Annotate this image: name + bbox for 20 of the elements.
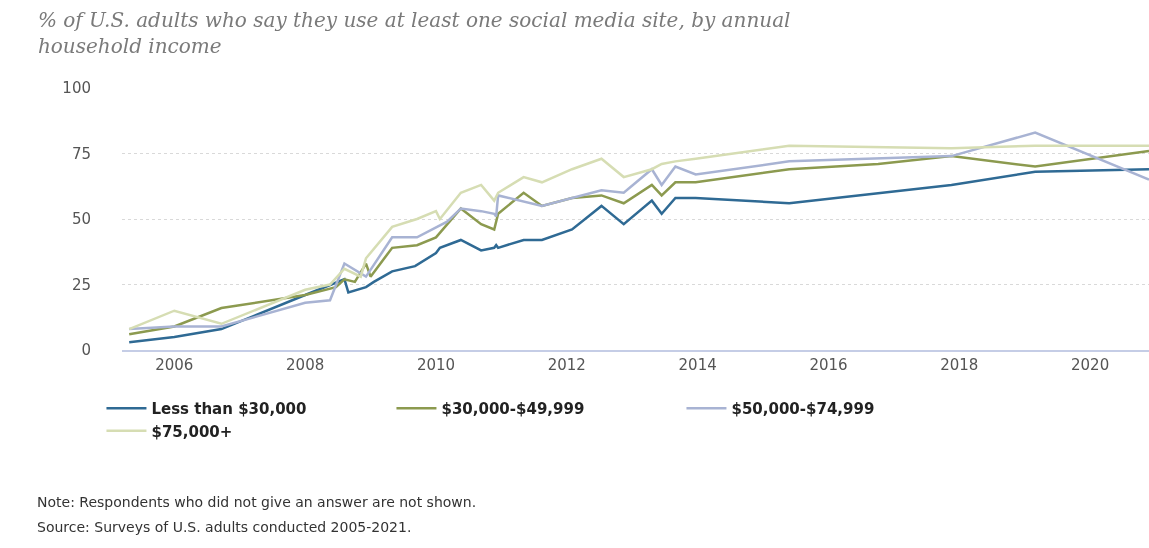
y-tick-label: 75	[71, 144, 91, 163]
y-tick-label: 100	[62, 79, 91, 98]
legend-label: $50,000-$74,999	[731, 400, 875, 419]
x-tick-label: 2014	[678, 355, 717, 374]
legend-label: $75,000+	[151, 422, 233, 441]
x-tick-label: 2020	[1071, 355, 1110, 374]
x-tick-label: 2006	[155, 355, 194, 374]
y-tick-label: 50	[71, 210, 91, 229]
x-tick-label: 2012	[547, 355, 586, 374]
y-tick-label: 25	[71, 275, 91, 294]
legend-label: Less than $30,000	[151, 400, 307, 419]
x-tick-label: 2008	[286, 355, 325, 374]
chart-title: % of U.S. adults who say they use at least one social media site, by annual household income	[37, 8, 791, 59]
legend-label: $30,000-$49,999	[441, 400, 585, 419]
x-tick-label: 2018	[940, 355, 979, 374]
text: Note: Respondents who did not give an answer are not shown.	[37, 494, 477, 510]
x-tick-label: 2016	[809, 355, 848, 374]
x-tick-label: 2010	[416, 355, 456, 374]
y-tick-label: 0	[81, 341, 91, 360]
source-note: Source: Surveys of U.S. adults conducted 2005-2021.	[37, 519, 412, 535]
